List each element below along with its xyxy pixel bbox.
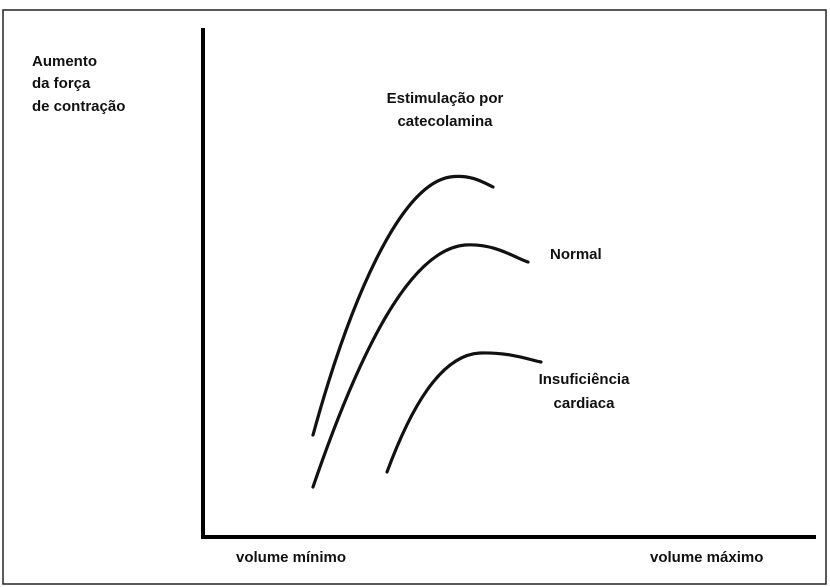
curve-heart-failure [385,351,543,474]
y-axis-label: Aumento [32,53,97,70]
y-axis-label: da força [32,75,91,92]
frame [2,9,827,585]
curve-label: Normal [550,246,602,263]
curve-catecholamine [311,174,495,437]
curve-label: Insuficiência [539,371,631,388]
curve-label: catecolamina [397,113,493,130]
curve-label: Estimulação por [387,90,504,107]
x-axis-label: volume mínimo [236,549,346,566]
y-axis-label: de contração [32,98,125,115]
x-axis-label: volume máximo [650,549,763,566]
curve-normal [311,243,530,489]
curve-label: cardiaca [554,395,616,412]
